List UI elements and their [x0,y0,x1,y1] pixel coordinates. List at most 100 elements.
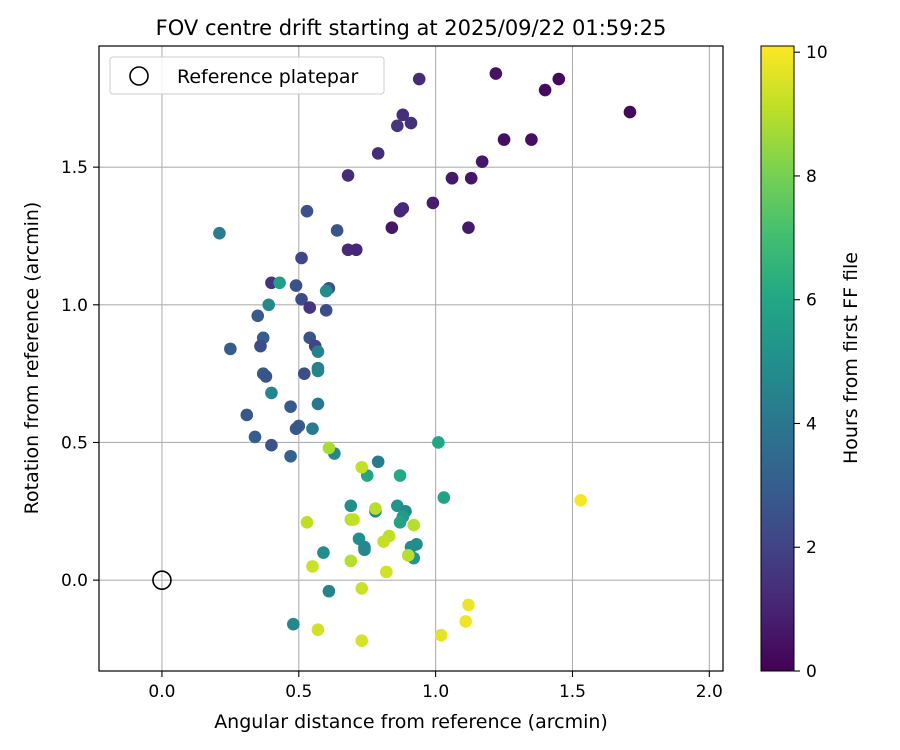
colorbar-tick-label: 6 [806,291,817,311]
scatter-point [297,367,311,380]
scatter-point [462,598,475,612]
scatter-point [319,284,333,298]
y-tick-label: 0.5 [61,433,88,453]
scatter-point [393,469,407,482]
colorbar-tick-label: 2 [806,538,817,558]
scatter-point [432,436,445,449]
scatter-point [475,155,489,168]
x-axis-label: Angular distance from reference (arcmin) [214,711,608,733]
scatter-point [213,226,226,240]
legend-frame [109,56,385,95]
scatter-point [355,460,369,474]
scatter-point [259,370,273,383]
scatter-point [552,72,566,86]
scatter-point [322,441,336,455]
scatter-point [284,449,297,463]
scatter-point [295,293,308,306]
scatter-point [574,493,587,507]
scatter-point [311,397,325,411]
scatter-point [273,276,286,290]
scatter-point [355,634,369,648]
scatter-point [462,221,475,235]
scatter-point [248,430,262,444]
scatter-point [380,565,393,579]
scatter-point [497,133,511,146]
y-axis-ticks: 0.0 0.5 1.0 1.5 [61,158,99,591]
scatter-point [434,628,448,642]
legend-label: Reference platepar [177,66,359,88]
x-axis-ticks: 0.0 0.5 1.0 1.5 2.0 [148,671,723,702]
scatter-point [306,422,319,436]
scatter-point [344,554,358,568]
y-tick-label: 1.5 [61,158,88,178]
scatter-point [445,171,459,185]
scatter-point [311,623,325,637]
scatter-point [311,364,325,378]
scatter-point [412,72,426,86]
scatter-point [377,535,390,548]
scatter-point [303,301,317,314]
scatter-point [623,105,637,119]
scatter-point [317,546,330,559]
scatter-point [410,538,423,551]
colorbar-tick-label: 10 [806,43,828,63]
scatter-point [289,279,303,292]
scatter-point [289,422,303,436]
colorbar-ticks: 0 2 4 6 8 10 [794,43,828,682]
colorbar-tick-label: 0 [806,662,817,682]
scatter-point [404,116,418,130]
y-axis-label: Rotation from reference (arcmin) [21,202,43,515]
scatter-point [393,516,407,529]
scatter-point [538,83,552,97]
scatter-point [401,549,415,562]
chart-title: FOV centre drift starting at 2025/09/22 … [156,16,667,40]
scatter-point [330,224,344,237]
scatter-point [265,438,278,452]
plot-frame [98,45,724,672]
scatter-point [311,345,325,358]
scatter-point [287,617,300,631]
scatter-point [371,147,385,160]
x-tick-label: 1.5 [559,682,586,702]
colorbar-label: Hours from first FF file [840,252,862,464]
scatter-point [371,455,385,469]
legend: Reference platepar [109,56,385,95]
scatter-point [295,251,308,265]
y-tick-label: 0.0 [61,571,88,591]
scatter-point [437,491,451,504]
scatter-point [319,304,333,317]
scatter-point [300,516,314,529]
colorbar-tick-label: 8 [806,167,817,187]
scatter-point [341,169,355,182]
scatter-point [284,400,297,413]
scatter-point [358,543,371,557]
scatter-point [355,582,369,595]
legend-open-circle-icon [129,66,149,86]
x-tick-label: 2.0 [696,682,723,702]
x-tick-label: 0.0 [148,682,175,702]
scatter-series [213,67,637,648]
scatter-point [426,196,440,210]
scatter-point [489,67,503,80]
scatter-point [265,386,278,400]
scatter-point [300,204,314,218]
x-tick-label: 1.0 [422,682,449,702]
y-tick-label: 1.0 [61,296,88,316]
scatter-point [407,518,421,532]
reference-platepar-marker [152,570,172,590]
scatter-point [464,171,478,185]
scatter-point [349,243,363,257]
colorbar-tick-label: 4 [806,414,817,434]
scatter-point [385,221,399,235]
scatter-point [347,513,360,526]
scatter-point [369,502,382,515]
scatter-point [525,133,538,146]
colorbar-gradient [760,45,795,672]
scatter-point [240,408,254,422]
x-tick-label: 0.5 [285,682,312,702]
scatter-point [254,339,267,353]
colorbar: 0 2 4 6 8 10 Hours from first FF file [760,43,862,682]
scatter-point [396,108,410,122]
scatter-point [344,499,358,513]
